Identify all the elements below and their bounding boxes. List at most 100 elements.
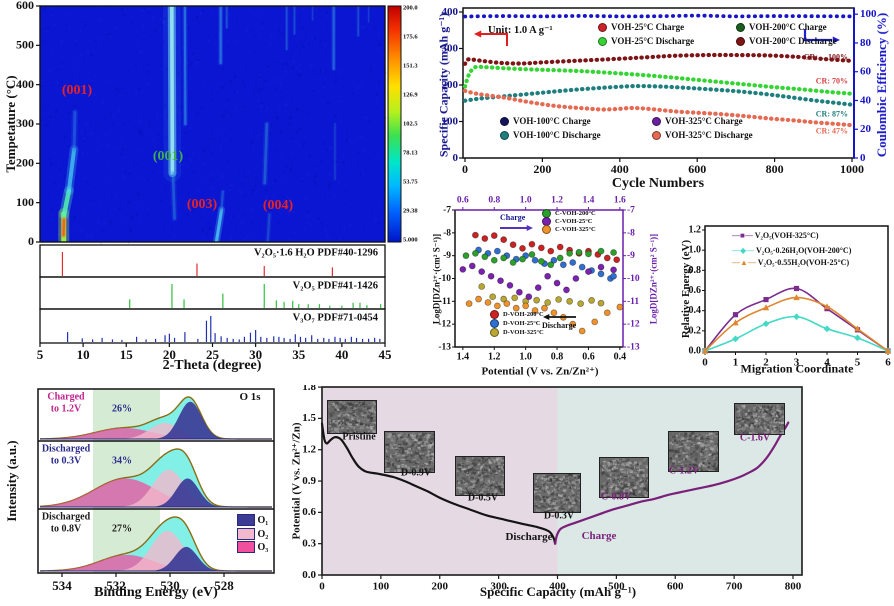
sem-image-d-0-9v xyxy=(384,431,435,473)
cycling-y-left-label: Specific Capacity (mAh g⁻¹) xyxy=(436,12,451,158)
gitt-chart-canvas xyxy=(430,195,692,405)
sem-image-d-0-5v xyxy=(455,456,505,496)
sem-image-pristine xyxy=(327,400,377,434)
legend-label: O₁ xyxy=(255,514,269,526)
xrd-reference-label: V₂O₅·1.6 H₂O PDF#40-1296 xyxy=(253,247,378,259)
xrd-peak-label: (001) xyxy=(152,149,184,164)
xps-legend-item: O₁ xyxy=(237,511,268,529)
legend-label: C-VOH-25°C xyxy=(555,218,593,225)
sem-label: D-0.9V xyxy=(400,467,432,479)
legend-label: V₂O₅·0.26H₂O(VOH-200°C) xyxy=(754,246,852,255)
xrd-peak-label: (004) xyxy=(262,198,294,213)
legend-marker-icon xyxy=(490,319,499,328)
legend-marker-icon xyxy=(598,36,607,46)
legend-marker-icon xyxy=(652,116,661,126)
legend-label: D-VOH-200°C xyxy=(503,311,544,318)
xps-state-label: Discharged xyxy=(41,443,91,455)
legend-label: VOH-200°C Charge xyxy=(749,22,827,32)
legend-marker-icon xyxy=(652,130,661,140)
gcd-discharge-label: Discharge xyxy=(505,531,553,543)
xps-legend-item: O₂ xyxy=(237,525,268,543)
sem-label: C-1.6V xyxy=(739,432,771,444)
gitt-discharge-label: Discharge xyxy=(542,321,577,330)
gcd-y-axis-label: Potential (V vs. Zn²⁺/Zn) xyxy=(290,422,303,540)
legend-label: C-VOH-325°C xyxy=(555,226,596,233)
legend-swatch xyxy=(237,514,255,527)
gitt-x-axis-label: Potential (V vs. Zn/Zn²⁺) xyxy=(481,365,599,378)
legend-label: VOH-200°C Discharge xyxy=(749,36,837,46)
gcd-x-axis-label: Specific Capacity (mAh g⁻¹) xyxy=(479,584,637,599)
gitt-legend-item: D-VOH-200°C xyxy=(490,310,544,319)
cycling-legend-item: VOH-100°C Charge xyxy=(500,116,591,126)
legend-label: D-VOH-325°C xyxy=(503,329,544,336)
xrd-reference-label: V₃O₇ PDF#71-0454 xyxy=(292,312,378,324)
sem-image-d-0-3v xyxy=(533,473,581,513)
gitt-diffusivity-panel: LogD[DZn²⁺·(cm² S⁻¹)] LogD[DZn²⁺·(cm² S⁻… xyxy=(430,195,692,405)
legend-label: D-VOH-25°C xyxy=(503,320,541,327)
xrd-x-axis-label: 2-Theta (degree) xyxy=(162,358,262,373)
gcd-charge-label: Charge xyxy=(581,530,617,542)
legend-marker-icon: —◆— xyxy=(732,246,755,255)
legend-label: O₃ xyxy=(255,541,269,553)
cycling-legend-item: VOH-200°C Charge xyxy=(736,22,827,32)
xrd-peak-label: (001) xyxy=(61,83,93,98)
xps-x-axis-label: Binding Energy (eV) xyxy=(94,585,218,600)
legend-label: VOH-325°C Charge xyxy=(665,116,743,126)
capacity-retention-label: CR: 47% xyxy=(815,126,848,136)
xrd-reference-label: V₂O₅ PDF#41-1426 xyxy=(292,280,378,292)
legend-marker-icon xyxy=(736,36,745,46)
gitt-legend-item: C-VOH-325°C xyxy=(542,225,596,234)
neb-legend-item: —▲— V₂O₅·0.55H₂O(VOH-25°C) xyxy=(732,258,849,267)
legend-swatch xyxy=(237,528,255,541)
legend-marker-icon xyxy=(736,22,745,32)
legend-label: VOH-25°C Charge xyxy=(611,22,685,32)
xrd-heatmap-canvas xyxy=(0,0,430,400)
gcd-chart-canvas xyxy=(288,385,894,606)
legend-label: VOH-25°C Discharge xyxy=(611,36,695,46)
neb-legend-item: —◆— V₂O₅·0.26H₂O(VOH-200°C) xyxy=(732,245,851,255)
gitt-legend-item: D-VOH-325°C xyxy=(490,328,544,337)
legend-marker-icon xyxy=(500,116,509,126)
xps-state-label: Discharged xyxy=(41,511,91,523)
xps-state-label: to 0.8V xyxy=(50,523,82,535)
xrd-y-axis-label: Tempetature (°C) xyxy=(3,75,18,173)
legend-marker-icon: —▲— xyxy=(732,258,756,267)
neb-y-axis-label: Relative Energy (eV) xyxy=(680,239,692,339)
gitt-charge-label: Charge xyxy=(500,213,526,222)
xps-state-label: to 0.3V xyxy=(50,455,82,467)
sem-label: Pristine xyxy=(342,431,376,443)
legend-label: VOH-100°C Charge xyxy=(513,116,591,126)
xps-percentage-label: 26% xyxy=(112,403,132,415)
gitt-y-left-label: LogD[DZn²⁺·(cm² S⁻¹)] xyxy=(431,233,442,325)
xps-o1s-panel: Intensity (a.u.) Binding Energy (eV) O 1… xyxy=(0,385,292,606)
legend-label: VOH-325°C Discharge xyxy=(665,130,753,140)
legend-label: V₂O₅(VOH-325°C) xyxy=(752,231,819,240)
cycling-legend-item: VOH-325°C Charge xyxy=(652,116,743,126)
gitt-legend-item: D-VOH-25°C xyxy=(490,319,541,328)
sem-label: D-0.5V xyxy=(467,492,499,504)
xps-percentage-label: 34% xyxy=(112,455,132,467)
sem-image-c-1-2v xyxy=(668,431,719,472)
xrd-insitu-panel: Tempetature (°C) 2-Theta (degree) (001) (… xyxy=(0,0,430,400)
xrd-peak-label: (003) xyxy=(186,197,218,212)
legend-marker-icon xyxy=(500,130,509,140)
cycling-x-axis-label: Cycle Numbers xyxy=(611,176,705,191)
migration-energy-panel: Relative Energy (eV) Migration Coordinat… xyxy=(680,195,894,405)
legend-label: V₂O₅·0.55H₂O(VOH-25°C) xyxy=(755,258,850,267)
cycling-chart-canvas xyxy=(430,0,894,200)
cycling-legend-item: VOH-25°C Discharge xyxy=(598,36,694,46)
legend-label: VOH-100°C Discharge xyxy=(513,130,601,140)
legend-marker-icon: —■— xyxy=(732,231,753,240)
neb-x-axis-label: Migration Coordinate xyxy=(740,361,854,376)
xps-state-label: Charged xyxy=(47,391,85,403)
cycling-unit-label: Unit: 1.0 A g⁻¹ xyxy=(488,25,553,36)
sem-label: C-1.2V xyxy=(668,465,700,477)
cycling-y-right-label: Coulombic Efficiency (%) xyxy=(874,12,889,158)
gcd-profile-panel: Potential (V vs. Zn²⁺/Zn) Specific Capac… xyxy=(288,385,894,606)
legend-marker-icon xyxy=(490,328,499,337)
cycling-legend-item: VOH-100°C Discharge xyxy=(500,130,601,140)
cycling-performance-panel: Specific Capacity (mAh g⁻¹) Coulombic Ef… xyxy=(430,0,894,200)
cycling-legend-item: VOH-325°C Discharge xyxy=(652,130,753,140)
legend-swatch xyxy=(237,541,255,554)
